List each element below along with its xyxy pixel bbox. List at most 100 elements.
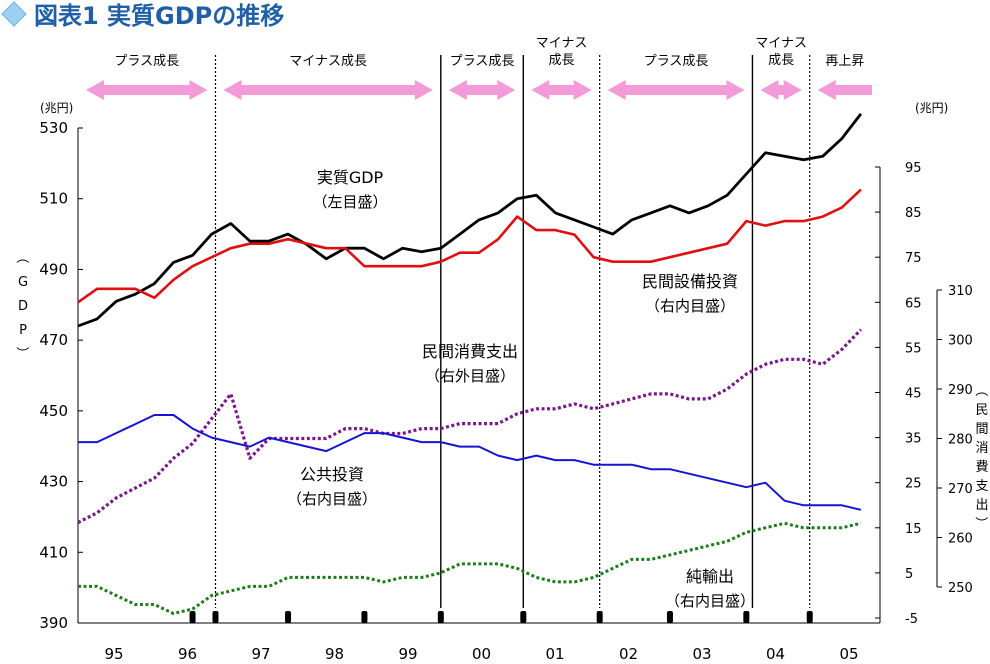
right-outer-axis-label-char: 費: [975, 460, 988, 475]
series-line-net_exports: [78, 521, 862, 615]
right-inner-tick-label: 35: [905, 432, 922, 447]
annotation-axis: （右外目盛）: [425, 367, 515, 385]
right-axis-unit: (兆円): [915, 101, 948, 115]
right-outer-tick-label: 270: [948, 482, 973, 497]
right-inner-tick-label: 5: [905, 567, 913, 582]
phase-label: マイナス成長: [755, 36, 807, 68]
right-inner-tick-label: 45: [905, 387, 922, 402]
x-tick-label: 98: [325, 645, 344, 660]
annotation-name: 純輸出: [686, 567, 734, 586]
x-marker: [743, 611, 750, 623]
annotation-public: 公共投資 （右内目盛）: [287, 465, 377, 508]
right-outer-tick-label: 250: [948, 581, 973, 596]
left-axis-label-char: G: [18, 275, 28, 290]
right-inner-tick-label: 55: [905, 341, 922, 356]
series-annotations: 実質GDP （左目盛） 民間設備投資 （右内目盛） 民間消費支出 （右外目盛） 公共投資 （右…: [287, 168, 755, 610]
x-tick-label: 00: [472, 645, 491, 660]
phase-arrow: [448, 80, 516, 100]
phase-arrow: [531, 80, 592, 100]
x-marker: [212, 611, 219, 623]
x-tick-label: 01: [545, 645, 564, 660]
x-marker: [596, 611, 603, 623]
x-tick-label: 99: [398, 645, 417, 660]
x-axis: 95 96 97 98 99 00 01 02 03 04 05: [104, 611, 859, 663]
right-outer-axis-label-char: 民: [975, 403, 988, 418]
right-inner-axis: (兆円) -5 5 15 25 35 45 55 65 75 85 95: [875, 101, 948, 627]
phase-label: プラス成長: [450, 54, 515, 69]
phase-arrow: [86, 80, 208, 100]
phase-label: マイナス成長: [289, 54, 367, 69]
left-tick-label: 530: [39, 119, 68, 137]
left-tick-label: 430: [39, 473, 68, 491]
left-tick-label: 470: [39, 331, 68, 349]
annotation-name: 民間設備投資: [642, 272, 738, 291]
chart-title: 図表1 実質GDPの推移: [34, 2, 284, 30]
annotation-axis: （右内目盛）: [645, 297, 735, 315]
annotation-consumption: 民間消費支出 （右外目盛）: [422, 342, 518, 385]
phase-boundaries: [214, 55, 811, 608]
left-axis-label-char: （: [14, 250, 29, 263]
series-line-consumption: [77, 328, 863, 525]
left-axis-label-char: P: [19, 323, 27, 338]
annotation-name: 民間消費支出: [422, 342, 518, 361]
right-outer-axis-label-char: 出: [975, 498, 988, 513]
annotation-axis: （左目盛）: [312, 193, 387, 211]
series-line-gdp: [77, 113, 863, 328]
chart-title-group: 図表1 実質GDPの推移: [1, 1, 284, 30]
x-tick-label: 02: [619, 645, 638, 660]
phase-arrow: [817, 80, 872, 100]
annotation-gdp: 実質GDP （左目盛）: [312, 168, 387, 211]
x-tick-label: 96: [178, 645, 197, 660]
phase-label: プラス成長: [114, 54, 179, 69]
left-tick-label: 390: [39, 614, 68, 632]
right-outer-axis: 250 260 270 280 290 300 310 （ 民間消費支出 ）: [937, 284, 989, 596]
phase-arrow: [760, 80, 802, 100]
right-inner-tick-label: 25: [905, 477, 922, 492]
x-marker: [806, 611, 813, 623]
right-inner-tick-label: 75: [905, 251, 922, 266]
title-diamond-icon: [1, 1, 27, 27]
x-marker: [189, 611, 196, 623]
right-inner-tick-label: -5: [905, 612, 918, 627]
x-tick-label: 97: [251, 645, 270, 660]
phase-label: プラス成長: [644, 54, 709, 69]
left-tick-label: 450: [39, 402, 68, 420]
series-lines: [77, 113, 863, 615]
x-marker: [520, 611, 527, 623]
left-axis-unit: (兆円): [40, 101, 73, 115]
right-inner-tick-label: 15: [905, 522, 922, 537]
annotation-net_exports: 純輸出 （右内目盛）: [665, 567, 755, 610]
left-axis: (兆円) 390 410 430 450 470 490 510 530 （ GDP ）: [14, 101, 83, 632]
right-inner-tick-label: 85: [905, 206, 922, 221]
right-outer-tick-label: 290: [948, 383, 973, 398]
right-outer-tick-label: 300: [948, 334, 973, 349]
series-line-public: [78, 414, 862, 511]
left-axis-label-char: ）: [14, 346, 29, 359]
right-outer-axis-label-char: 消: [975, 441, 988, 456]
left-tick-label: 410: [39, 543, 68, 561]
series-line-equipment: [77, 188, 862, 304]
left-tick-label: 490: [39, 260, 68, 278]
x-marker: [666, 611, 673, 623]
x-marker: [437, 611, 444, 623]
x-tick-label: 03: [692, 645, 711, 660]
right-outer-axis-label-char: （: [973, 383, 988, 396]
annotation-name: 公共投資: [300, 465, 364, 484]
annotation-name: 実質GDP: [317, 168, 384, 187]
phase-arrow: [223, 80, 433, 100]
right-outer-tick-label: 280: [948, 433, 973, 448]
left-axis-label-char: D: [18, 299, 28, 314]
annotation-axis: （右内目盛）: [287, 490, 377, 508]
phase-label: 再上昇: [825, 54, 864, 69]
right-inner-tick-label: 65: [905, 296, 922, 311]
right-outer-axis-label-char: 間: [975, 422, 988, 437]
phase-arrow: [607, 80, 745, 100]
right-inner-tick-label: 95: [905, 161, 922, 176]
left-tick-label: 510: [39, 190, 68, 208]
phase-label: マイナス成長: [536, 36, 588, 68]
x-tick-label: 04: [766, 645, 785, 660]
right-outer-axis-label-char: 支: [975, 479, 988, 494]
